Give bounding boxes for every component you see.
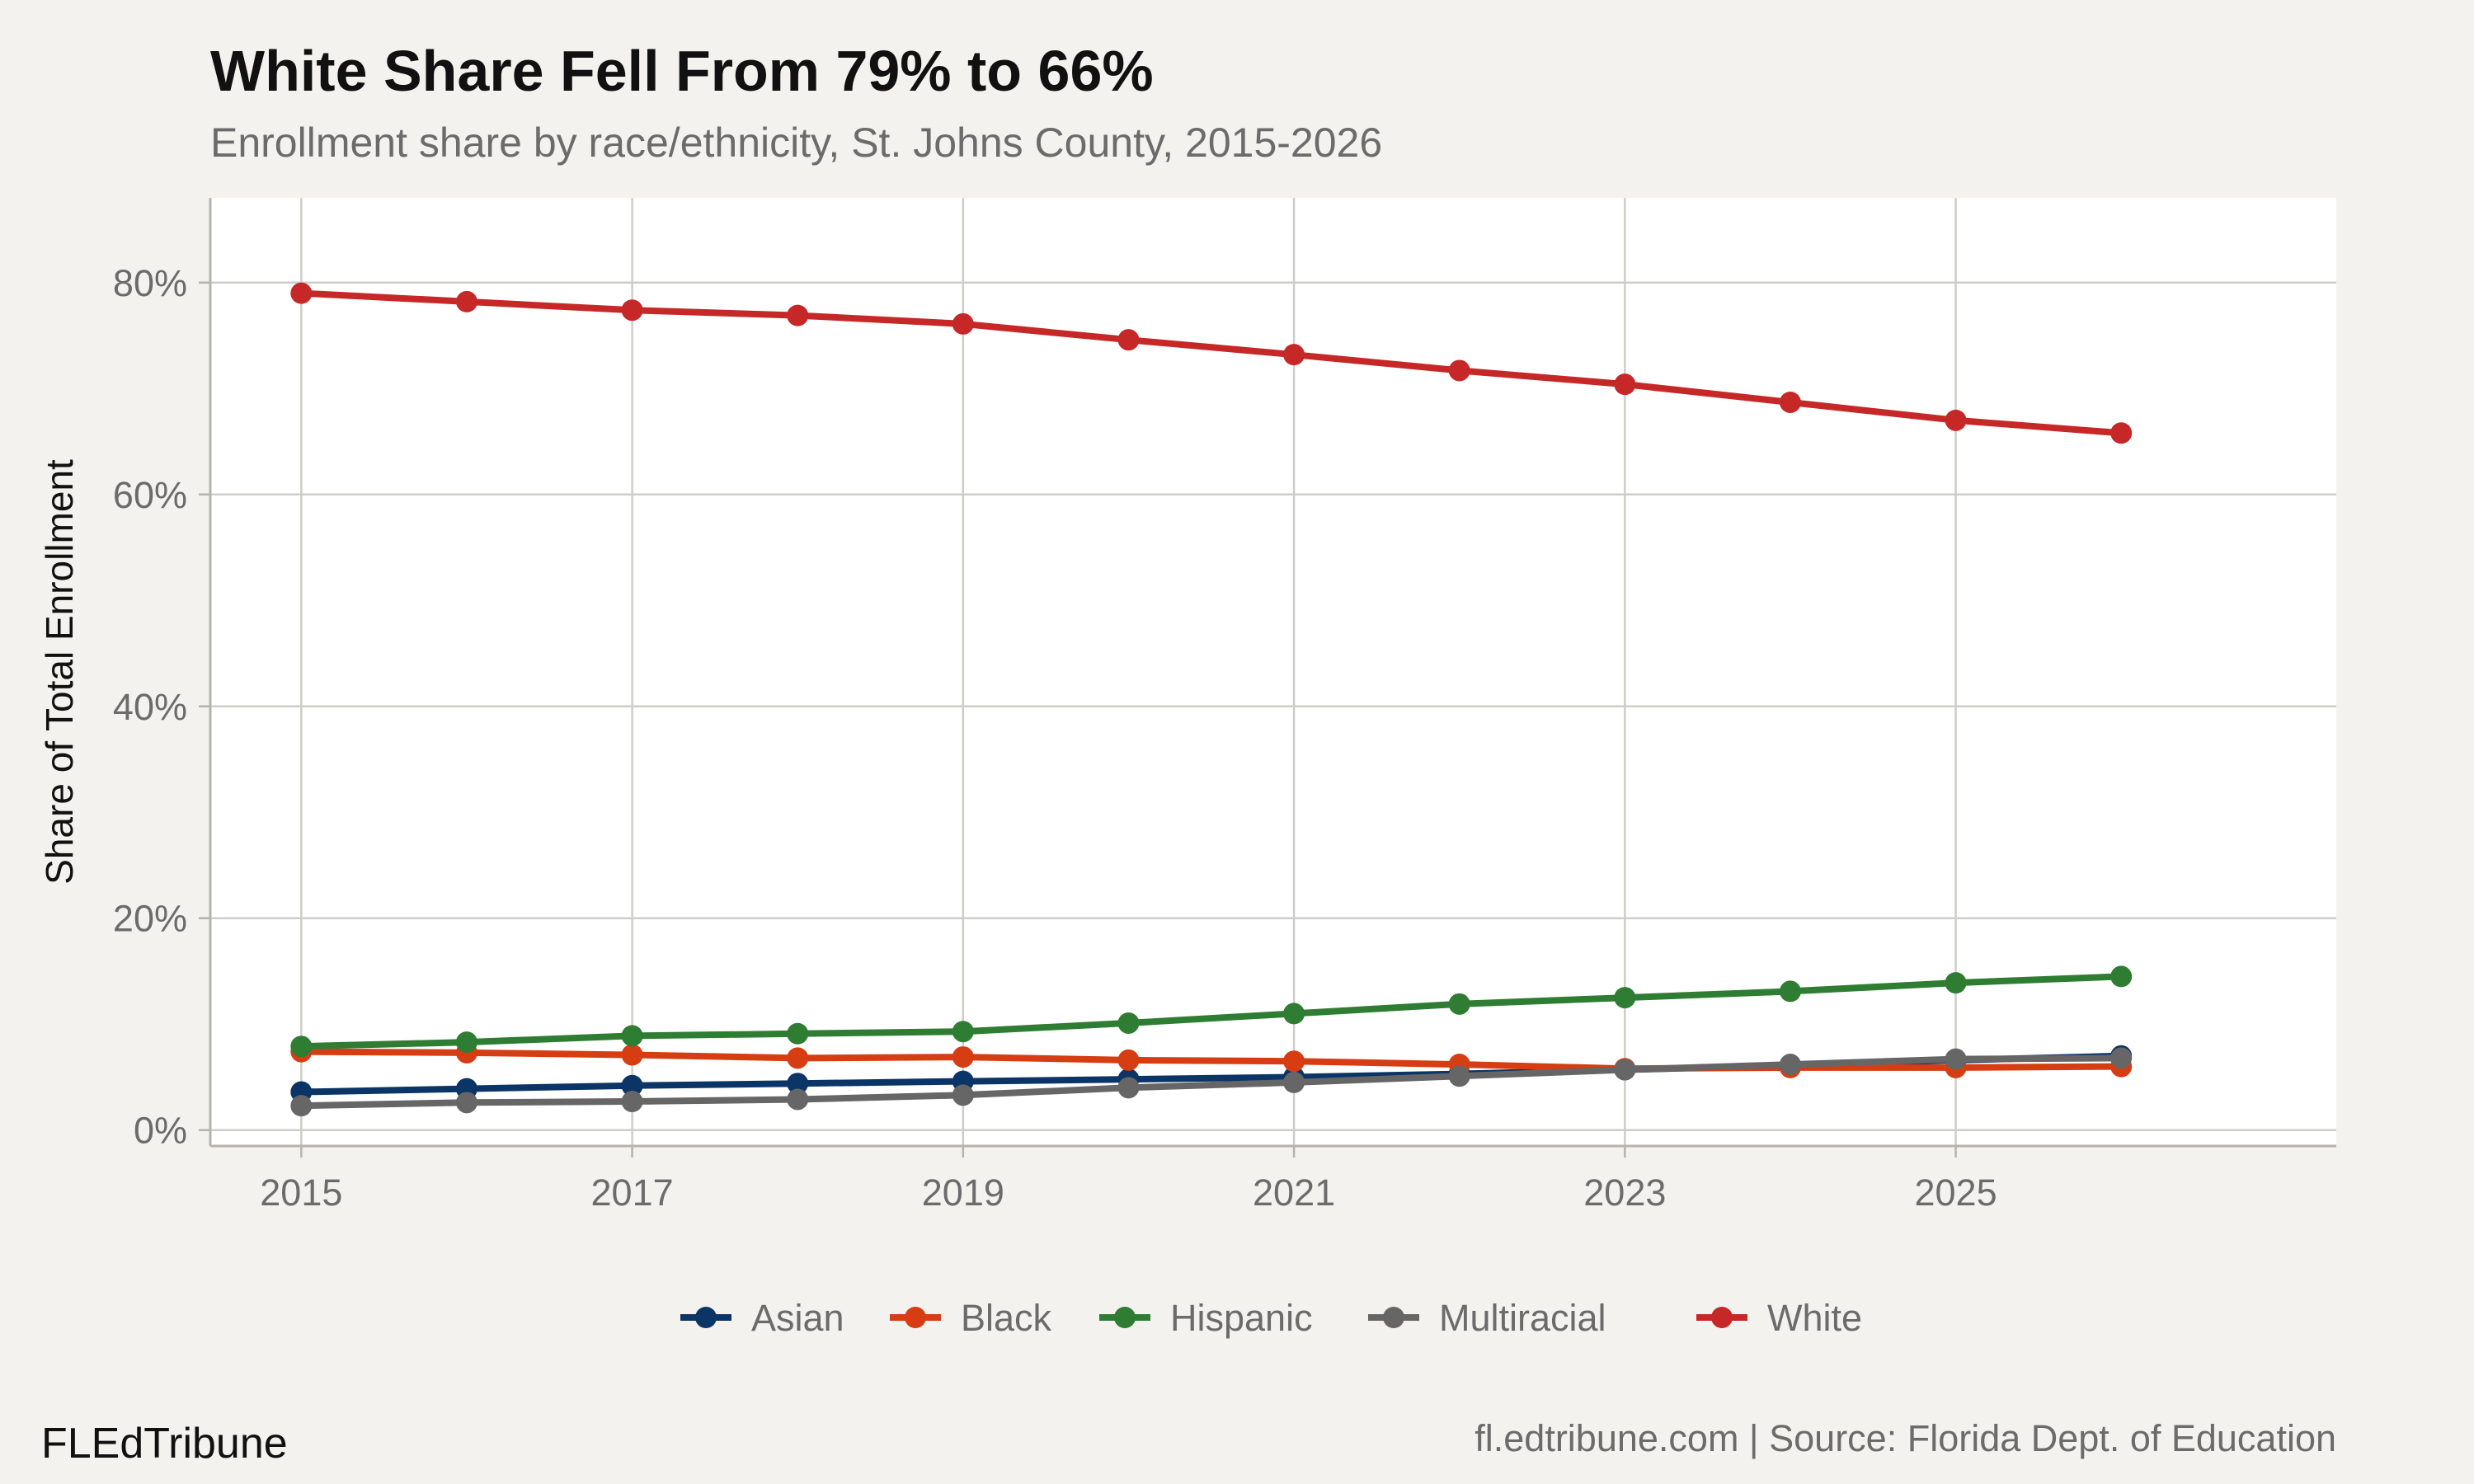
point-white-2026 — [2110, 422, 2133, 444]
chart-subtitle: Enrollment share by race/ethnicity, St. … — [210, 120, 1382, 166]
point-white-2015 — [290, 282, 313, 304]
legend-label-multiracial: Multiracial — [1439, 1297, 1606, 1339]
legend-item-black: Black — [890, 1297, 1052, 1339]
point-hispanic-2020 — [1117, 1012, 1140, 1034]
point-black-2017 — [621, 1044, 643, 1066]
point-hispanic-2023 — [1614, 987, 1636, 1009]
legend-key-dot-asian — [695, 1307, 717, 1328]
point-white-2025 — [1945, 409, 1967, 431]
y-tick-label: 80% — [113, 262, 187, 304]
x-tick-label: 2017 — [591, 1172, 674, 1214]
legend: Asian Black Hispanic Multiracial White — [680, 1297, 1862, 1339]
y-tick-label: 40% — [113, 686, 187, 728]
point-asian-2018 — [787, 1073, 809, 1095]
point-multiracial-2019 — [952, 1084, 974, 1106]
source-note: fl.edtribune.com | Source: Florida Dept.… — [1475, 1417, 2336, 1459]
point-white-2018 — [787, 304, 809, 326]
point-hispanic-2026 — [2110, 965, 2133, 988]
point-black-2021 — [1283, 1050, 1305, 1073]
point-multiracial-2016 — [455, 1092, 477, 1114]
point-white-2020 — [1117, 329, 1140, 351]
point-white-2023 — [1614, 373, 1636, 396]
y-tick-label: 60% — [113, 474, 187, 516]
point-asian-2017 — [621, 1074, 643, 1097]
point-multiracial-2015 — [290, 1095, 313, 1117]
legend-key-dot-white — [1711, 1307, 1733, 1328]
point-hispanic-2017 — [621, 1025, 643, 1047]
legend-label-hispanic: Hispanic — [1170, 1297, 1313, 1339]
point-hispanic-2016 — [455, 1031, 477, 1054]
series-white — [290, 282, 2133, 444]
line-hispanic — [298, 973, 2125, 1050]
x-tick-label: 2023 — [1583, 1172, 1666, 1214]
point-multiracial-2023 — [1614, 1059, 1636, 1081]
series-hispanic — [290, 965, 2133, 1058]
point-black-2020 — [1117, 1049, 1140, 1071]
point-hispanic-2025 — [1945, 972, 1967, 994]
line-multiracial — [298, 1054, 2125, 1110]
point-hispanic-2018 — [787, 1022, 809, 1045]
point-black-2019 — [952, 1046, 974, 1068]
point-multiracial-2018 — [787, 1088, 809, 1111]
point-multiracial-2026 — [2110, 1047, 2133, 1069]
point-hispanic-2024 — [1779, 980, 1801, 1003]
point-multiracial-2021 — [1283, 1071, 1305, 1093]
legend-label-white: White — [1767, 1297, 1862, 1339]
x-tick-label: 2015 — [260, 1172, 342, 1214]
point-multiracial-2022 — [1448, 1065, 1470, 1087]
series-layer — [290, 282, 2133, 1117]
x-tick-label: 2025 — [1915, 1172, 1997, 1214]
point-white-2022 — [1448, 359, 1470, 382]
point-white-2017 — [621, 299, 643, 322]
point-multiracial-2024 — [1779, 1054, 1801, 1076]
axis-layer: 0% 20% 40% 60% 80% 2015 2017 2019 2021 2023 2025 — [113, 198, 2336, 1214]
legend-label-black: Black — [961, 1297, 1052, 1339]
legend-item-multiracial: Multiracial — [1368, 1297, 1606, 1339]
y-tick-label: 20% — [113, 898, 187, 940]
point-hispanic-2015 — [290, 1036, 313, 1058]
legend-item-hispanic: Hispanic — [1099, 1297, 1313, 1339]
grid-layer — [210, 198, 2336, 1146]
legend-item-white: White — [1696, 1297, 1862, 1339]
point-black-2018 — [787, 1047, 809, 1069]
chart-title: White Share Fell From 79% to 66% — [210, 39, 1154, 103]
x-tick-label: 2021 — [1253, 1172, 1335, 1214]
legend-item-asian: Asian — [680, 1297, 844, 1339]
point-hispanic-2022 — [1448, 993, 1470, 1015]
y-axis-title: Share of Total Enrollment — [38, 459, 81, 885]
brand-logo-text: FLEdTribune — [41, 1420, 288, 1468]
legend-key-dot-black — [905, 1307, 926, 1328]
point-hispanic-2021 — [1283, 1003, 1305, 1025]
point-white-2021 — [1283, 344, 1305, 366]
series-multiracial — [290, 1047, 2133, 1117]
x-tick-label: 2019 — [922, 1172, 1004, 1214]
legend-label-asian: Asian — [751, 1297, 844, 1339]
point-hispanic-2019 — [952, 1021, 974, 1043]
point-multiracial-2025 — [1945, 1048, 1967, 1070]
y-tick-label: 0% — [134, 1110, 187, 1152]
point-multiracial-2017 — [621, 1091, 643, 1113]
point-multiracial-2020 — [1117, 1077, 1140, 1099]
line-white — [298, 289, 2125, 437]
point-white-2024 — [1779, 391, 1801, 413]
point-white-2016 — [455, 290, 477, 312]
plot-area — [210, 198, 2336, 1146]
legend-key-dot-multiracial — [1383, 1307, 1404, 1328]
line-black — [298, 1048, 2125, 1073]
legend-key-dot-hispanic — [1114, 1307, 1136, 1328]
point-white-2019 — [952, 312, 974, 335]
